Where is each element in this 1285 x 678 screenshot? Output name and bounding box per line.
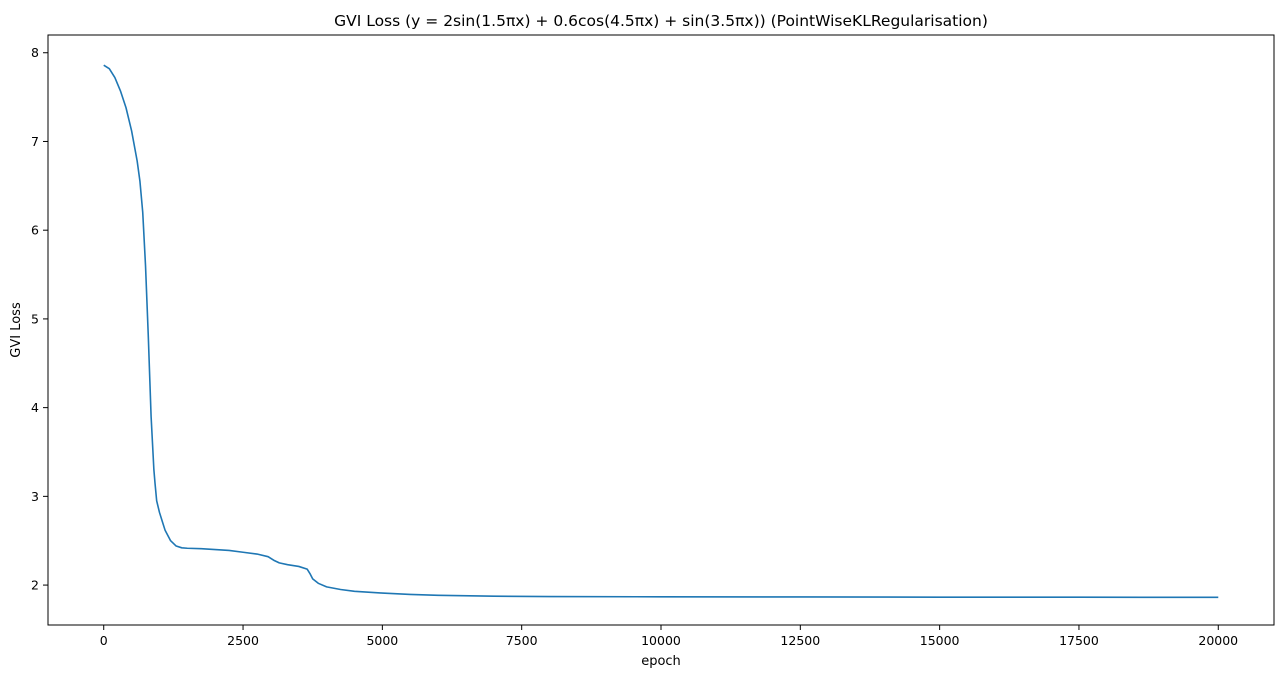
x-tick-label: 20000 xyxy=(1198,633,1238,648)
y-tick-label: 6 xyxy=(31,223,39,238)
x-tick-label: 7500 xyxy=(506,633,538,648)
y-tick-label: 8 xyxy=(31,45,39,60)
x-tick-label: 0 xyxy=(100,633,108,648)
x-axis-label: epoch xyxy=(641,654,681,669)
y-tick-label: 2 xyxy=(31,578,39,593)
x-tick-label: 10000 xyxy=(641,633,681,648)
y-tick-label: 4 xyxy=(31,400,39,415)
y-axis-label: GVI Loss xyxy=(9,302,24,358)
series-line-0 xyxy=(103,64,1219,599)
chart-title: GVI Loss (y = 2sin(1.5πx) + 0.6cos(4.5πx… xyxy=(334,12,988,30)
y-tick-label: 5 xyxy=(31,311,39,326)
y-tick-label: 7 xyxy=(31,134,39,149)
x-tick-label: 2500 xyxy=(227,633,259,648)
plot-frame xyxy=(47,34,1275,626)
y-axis: 2 3 4 5 6 7 8 xyxy=(31,45,48,593)
x-tick-label: 15000 xyxy=(920,633,960,648)
x-tick-label: 17500 xyxy=(1059,633,1099,648)
x-tick-label: 5000 xyxy=(366,633,398,648)
y-tick-label: 3 xyxy=(31,489,39,504)
plot-area xyxy=(103,64,1219,599)
x-axis: 0 2500 5000 7500 10000 12500 15000 17500 20000 xyxy=(100,625,1238,648)
x-tick-label: 12500 xyxy=(780,633,820,648)
